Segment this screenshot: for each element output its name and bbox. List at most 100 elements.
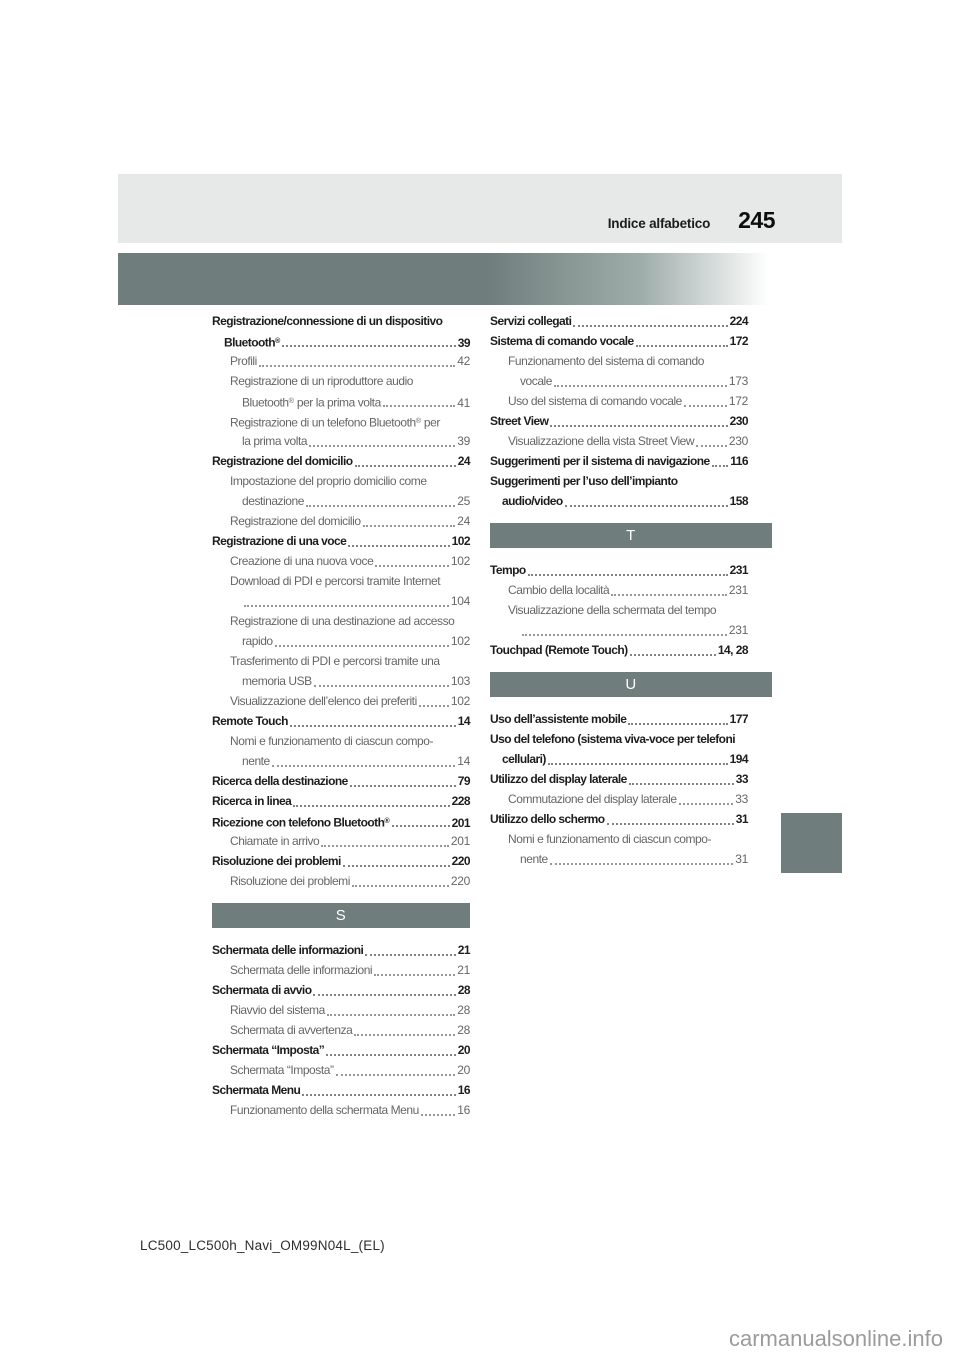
section-letter: U <box>625 676 637 693</box>
entry-text: Ricerca in linea <box>212 794 292 808</box>
index-entry: cellulari) 194 <box>490 749 749 769</box>
index-entry: Schermata di avvio 28 <box>212 980 471 1000</box>
entry-text: Uso dell’assistente mobile <box>490 712 627 726</box>
index-entry: Funzionamento del sistema di comando <box>490 351 748 371</box>
entry-text: Schermata di avvertenza <box>230 1023 353 1037</box>
dot-leader <box>629 654 716 656</box>
entry-text: Servizi collegati <box>490 314 572 328</box>
index-entry: Tempo 231 <box>490 560 749 580</box>
entry-text: Touchpad (Remote Touch) <box>490 643 628 657</box>
dot-leader <box>549 863 734 865</box>
dot-leader <box>348 545 450 547</box>
index-entry: nente 14 <box>212 751 470 771</box>
index-entry: 104 <box>212 591 470 611</box>
entry-text: Ricezione con telefono Bluetooth® <box>212 815 390 830</box>
entry-text: Profili <box>230 354 257 368</box>
dot-leader <box>244 605 449 607</box>
index-entry: Trasferimento di PDI e percorsi tramite … <box>212 651 470 671</box>
entry-text: cellulari) <box>502 752 546 766</box>
entry-text: Schermata delle informazioni <box>230 963 373 977</box>
entry-text: nente <box>242 754 270 768</box>
entry-page-number: 230 <box>729 414 749 428</box>
index-entry: Servizi collegati 224 <box>490 311 749 331</box>
section-header-bar: U <box>490 672 772 697</box>
index-entry: Touchpad (Remote Touch) 14, 28 <box>490 640 749 660</box>
entry-page-number: 20 <box>457 1043 471 1057</box>
entry-text: Ricerca della destinazione <box>212 774 348 788</box>
index-entry: Schermata di avvertenza 28 <box>212 1020 470 1040</box>
index-entry: Utilizzo dello schermo 31 <box>490 809 749 829</box>
entry-page-number: 42 <box>457 354 470 368</box>
footer-doc-code: LC500_LC500h_Navi_OM99N04L_(EL) <box>140 1238 385 1253</box>
index-entry: Registrazione/connessione di un disposit… <box>212 311 470 331</box>
entry-page-number: 220 <box>451 854 471 868</box>
index-right-column: Servizi collegati 224 Sistema di comando v… <box>490 311 772 869</box>
entry-text: Schermata “Imposta” <box>212 1043 325 1057</box>
dot-leader <box>374 974 456 976</box>
page-header-bar: Indice alfabetico 245 <box>118 174 842 243</box>
entry-text: Visualizzazione della schermata del temp… <box>508 603 717 617</box>
entry-page-number: 14 <box>457 714 471 728</box>
entry-page-number: 231 <box>729 563 749 577</box>
dot-leader <box>382 405 456 407</box>
index-entry: Registrazione di un telefono Bluetooth® … <box>212 411 470 431</box>
index-entry: Visualizzazione dell’elenco dei preferit… <box>212 691 470 711</box>
index-entry: Registrazione di una voce 102 <box>212 531 471 551</box>
dot-leader <box>683 405 727 407</box>
dot-leader <box>349 785 456 787</box>
entry-page-number: 28 <box>457 983 471 997</box>
entry-page-number: 33 <box>735 772 749 786</box>
entry-page-number: 201 <box>451 815 471 830</box>
dot-leader <box>391 825 450 827</box>
entry-text: Visualizzazione dell’elenco dei preferit… <box>230 694 417 708</box>
entry-page-number: 201 <box>450 834 470 848</box>
dot-leader <box>293 805 450 807</box>
index-entry: Visualizzazione della schermata del temp… <box>490 600 748 620</box>
index-entry: la prima volta 39 <box>212 431 470 451</box>
entry-text: Creazione di una nuova voce <box>230 554 374 568</box>
entry-text: Registrazione del domicilio <box>212 454 353 468</box>
entry-page-number: 172 <box>729 334 749 348</box>
entry-text: Risoluzione dei problemi <box>230 874 350 888</box>
index-entry: Schermata “Imposta” 20 <box>212 1060 470 1080</box>
entry-text: Nomi e funzionamento di ciascun compo- <box>508 832 712 846</box>
index-entry: Schermata “Imposta” 20 <box>212 1040 471 1060</box>
entry-page-number: 172 <box>728 394 748 408</box>
entry-page-number: 158 <box>729 494 749 508</box>
entry-page-number: 230 <box>728 434 748 448</box>
index-entry: destinazione 25 <box>212 491 470 511</box>
gradient-divider-bar <box>118 253 789 305</box>
index-entry: vocale 173 <box>490 371 748 391</box>
entry-text: Registrazione di un telefono Bluetooth® … <box>230 415 440 430</box>
dot-leader <box>302 1094 456 1096</box>
index-entry: Remote Touch 14 <box>212 711 471 731</box>
dot-leader <box>326 1014 456 1016</box>
entry-text: rapido <box>242 634 273 648</box>
entry-text: Funzionamento della schermata Menu <box>230 1103 419 1117</box>
entry-page-number: 24 <box>457 454 471 468</box>
entry-text: Tempo <box>490 563 526 577</box>
entry-text: Utilizzo dello schermo <box>490 812 605 826</box>
dot-leader <box>309 445 456 447</box>
entry-page-number: 28 <box>457 1023 470 1037</box>
dot-leader <box>420 1114 456 1116</box>
entry-page-number: 16 <box>457 1103 470 1117</box>
entry-page-number: 28 <box>457 1003 470 1017</box>
entry-text: Bluetooth® <box>224 335 281 350</box>
entry-page-number: 31 <box>735 852 748 866</box>
index-entry: Impostazione del proprio domicilio come <box>212 471 470 491</box>
section-header-bar: S <box>212 903 470 928</box>
dot-leader <box>564 505 728 507</box>
entry-page-number: 24 <box>457 514 470 528</box>
dot-leader <box>321 845 449 847</box>
index-entry: memoria USB 103 <box>212 671 470 691</box>
index-entry: 231 <box>490 620 748 640</box>
entry-text: Cambio della località <box>508 583 610 597</box>
index-entry: Registrazione del domicilio 24 <box>212 451 471 471</box>
dot-leader <box>547 763 728 765</box>
dot-leader <box>305 505 456 507</box>
dot-leader <box>271 765 456 767</box>
index-entry: nente 31 <box>490 849 748 869</box>
entry-text: Bluetooth® per la prima volta <box>242 395 381 410</box>
index-entry: Sistema di comando vocale 172 <box>490 331 749 351</box>
